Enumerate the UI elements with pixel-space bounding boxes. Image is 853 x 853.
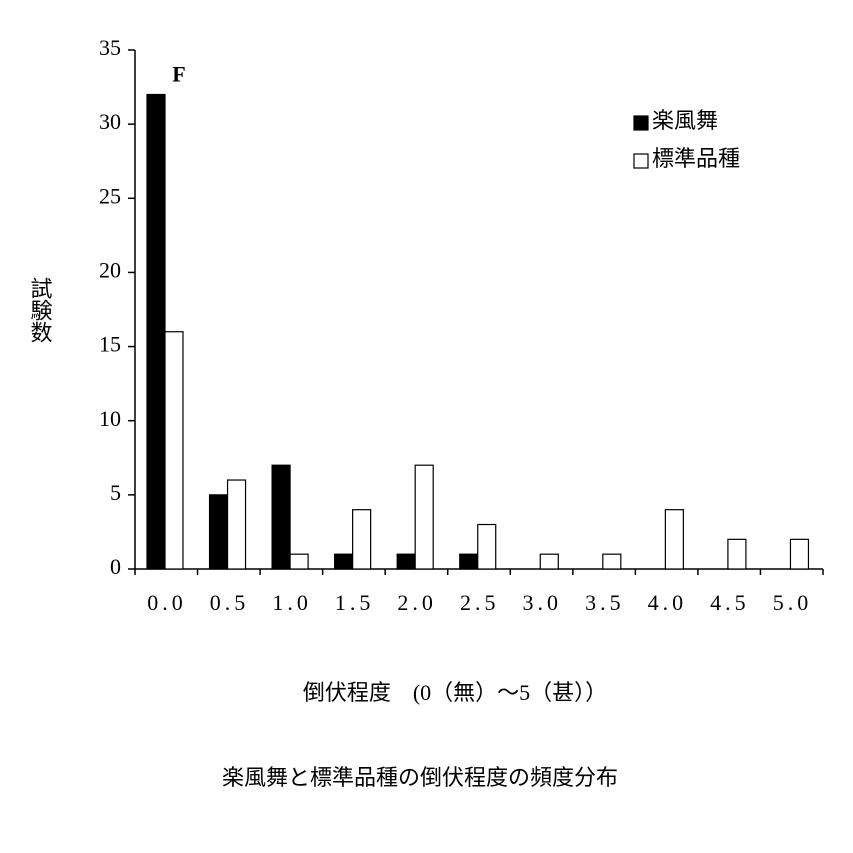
bar bbox=[477, 523, 497, 570]
bar bbox=[208, 494, 229, 570]
y-tick-label: 30 bbox=[99, 109, 121, 134]
y-tick-label: 0 bbox=[110, 554, 121, 579]
bar bbox=[289, 553, 309, 570]
bar bbox=[414, 464, 434, 570]
bar bbox=[727, 538, 747, 570]
y-tick-label: 15 bbox=[99, 332, 121, 357]
x-tick-label: 4.0 bbox=[648, 590, 688, 615]
x-tick-label: 1.0 bbox=[272, 590, 312, 615]
y-tick-label: 5 bbox=[110, 480, 121, 505]
bar bbox=[226, 479, 247, 570]
x-tick-label: 4.5 bbox=[710, 590, 750, 615]
y-tick-label: 20 bbox=[99, 257, 121, 282]
bar bbox=[789, 538, 810, 570]
legend-label: 標準品種 bbox=[652, 146, 740, 171]
bar bbox=[146, 93, 166, 570]
bar bbox=[602, 553, 622, 570]
y-tick-label: 35 bbox=[99, 35, 121, 60]
bar bbox=[459, 553, 479, 570]
x-tick-label: 0.5 bbox=[210, 590, 250, 615]
x-tick-label: 0.0 bbox=[147, 590, 187, 615]
x-axis-label: 倒伏程度 (0（無）～5（甚）） bbox=[303, 680, 607, 705]
bar bbox=[539, 553, 559, 570]
bar bbox=[164, 331, 184, 570]
annotation: F bbox=[172, 62, 185, 87]
bar bbox=[396, 553, 416, 570]
x-tick-label: 2.0 bbox=[397, 590, 437, 615]
x-tick-label: 2.5 bbox=[460, 590, 500, 615]
x-tick-label: 1.5 bbox=[335, 590, 375, 615]
bar bbox=[334, 553, 354, 570]
y-tick-label: 10 bbox=[99, 406, 121, 431]
x-tick-label: 5.0 bbox=[773, 590, 813, 615]
x-tick-label: 3.0 bbox=[523, 590, 563, 615]
bar bbox=[352, 509, 372, 570]
legend-swatch bbox=[633, 153, 649, 169]
x-tick-label: 3.5 bbox=[585, 590, 625, 615]
chart-title: 楽風舞と標準品種の倒伏程度の頻度分布 bbox=[222, 765, 618, 790]
y-axis-label: 試験数 bbox=[28, 277, 53, 343]
legend-label: 楽風舞 bbox=[652, 108, 718, 133]
bar bbox=[271, 464, 291, 570]
y-tick-label: 25 bbox=[99, 183, 121, 208]
legend-swatch bbox=[633, 115, 649, 131]
bar bbox=[664, 509, 684, 570]
